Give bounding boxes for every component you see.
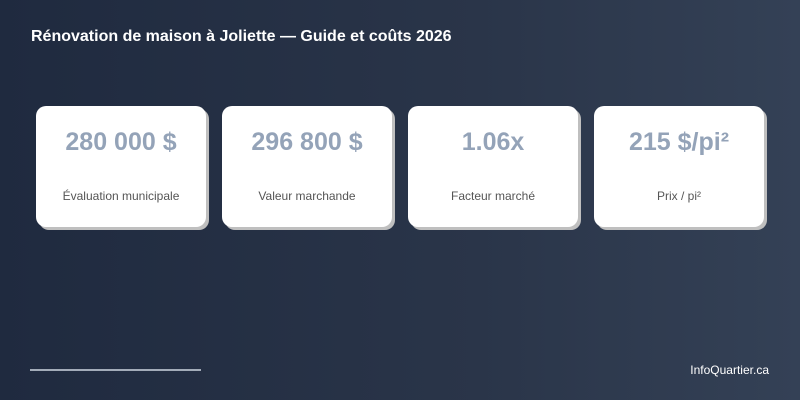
stat-card-evaluation: 280 000 $ Évaluation municipale [36,106,206,227]
page-title: Rénovation de maison à Joliette — Guide … [31,28,452,45]
stat-value: 215 $/pi² [628,128,730,156]
brand-label: InfoQuartier.ca [690,363,769,377]
stat-value: 296 800 $ [251,128,363,156]
stat-card-market-value: 296 800 $ Valeur marchande [222,106,392,227]
stat-label: Évaluation municipale [62,189,180,203]
stat-value: 1.06x [461,128,525,156]
stat-label: Prix / pi² [656,189,701,203]
footer-divider [30,369,201,371]
stat-card-price-sqft: 215 $/pi² Prix / pi² [594,106,764,227]
stat-label: Valeur marchande [258,189,356,203]
stat-card-market-factor: 1.06x Facteur marché [408,106,578,227]
stat-label: Facteur marché [450,189,536,203]
stat-value: 280 000 $ [65,128,177,156]
